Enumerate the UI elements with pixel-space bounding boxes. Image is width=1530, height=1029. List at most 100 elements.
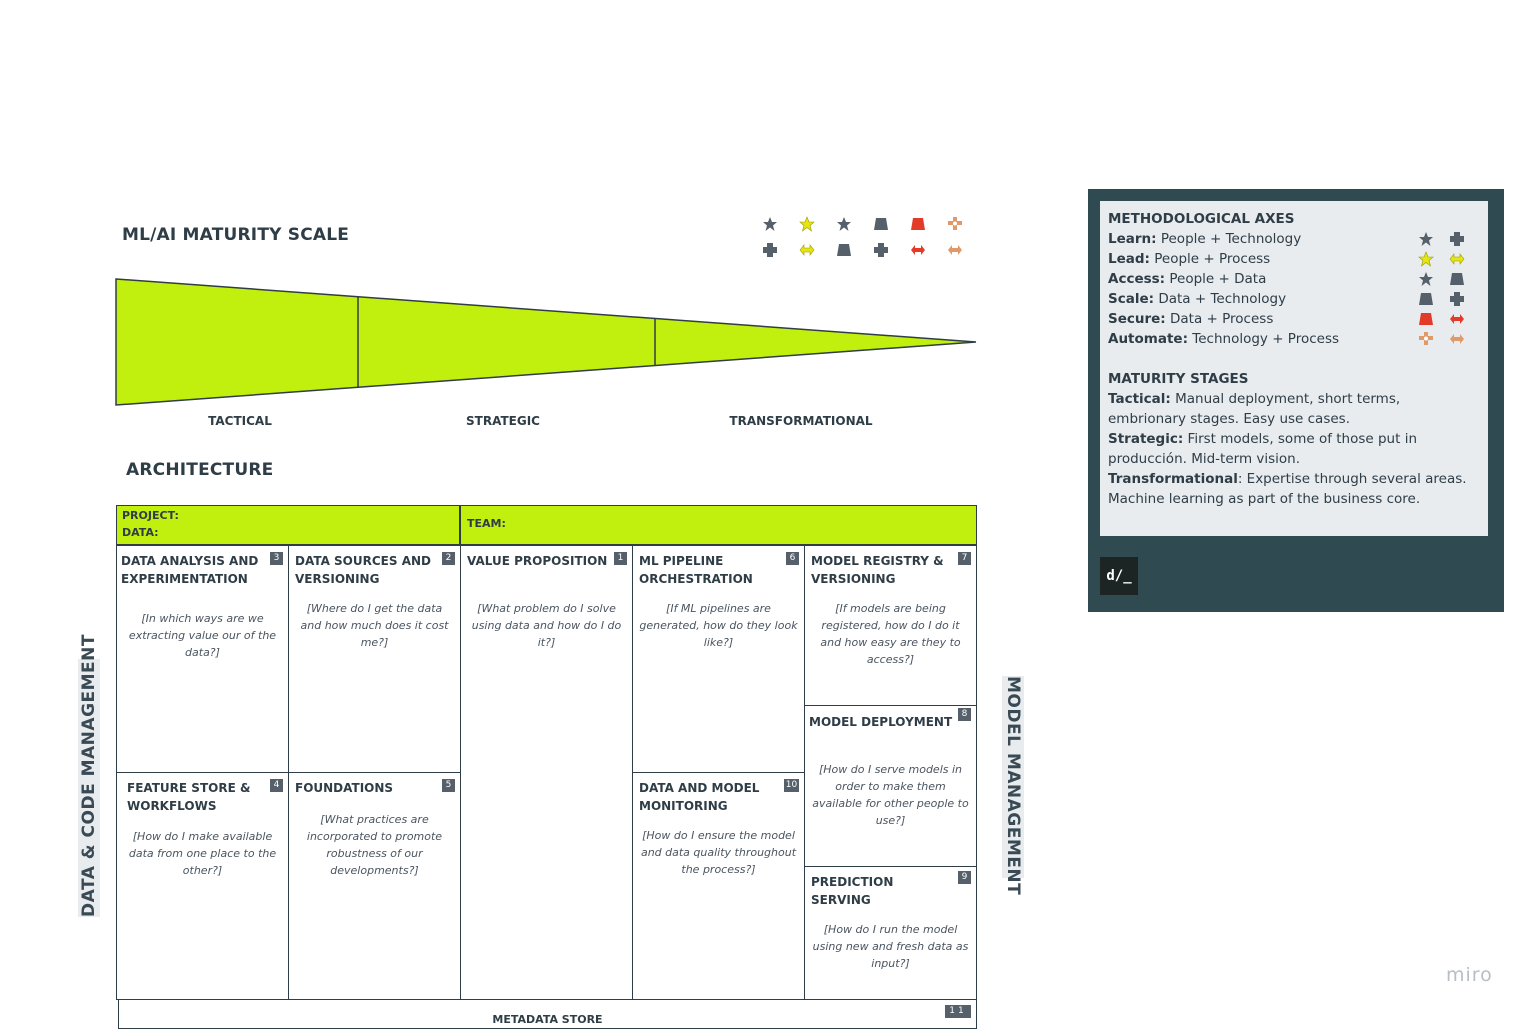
- star-icon: [837, 217, 851, 231]
- cell-value-proposition[interactable]: VALUE PROPOSITION 1 [What problem do I s…: [460, 545, 633, 1000]
- cell-prediction-serving[interactable]: PREDICTION SERVING 9 [How do I run the m…: [804, 866, 977, 1000]
- cell-question: [In which ways are we extracting value o…: [128, 612, 277, 659]
- star-icon: [1419, 232, 1433, 246]
- architecture-title: ARCHITECTURE: [126, 460, 274, 480]
- cell-title: FEATURE STORE & WORKFLOWS: [127, 781, 251, 813]
- cell-number: 10: [784, 779, 799, 792]
- info-panel-content: METHODOLOGICAL AXES Learn: People + Tech…: [1100, 201, 1488, 536]
- cell-title: MODEL REGISTRY & VERSIONING: [811, 554, 944, 586]
- stage-transformational-desc: Transformational: Expertise through seve…: [1108, 469, 1480, 509]
- cell-title: MODEL DEPLOYMENT: [809, 715, 953, 729]
- cell-question: [What practices are incorporated to prom…: [306, 813, 443, 877]
- gear-icon: [948, 217, 962, 230]
- cell-data-sources[interactable]: DATA SOURCES AND VERSIONING 2 [Where do …: [288, 545, 461, 773]
- star-icon: [799, 216, 815, 232]
- axis-row-secure: Secure: Data + Process: [1108, 309, 1480, 329]
- cell-number: 3: [270, 552, 283, 565]
- cell-number: 11: [945, 1005, 971, 1018]
- stage-name: Tactical:: [1108, 391, 1171, 407]
- side-label-data-code-management: DATA & CODE MANAGEMENT: [78, 634, 100, 917]
- axis-row-learn: Learn: People + Technology: [1108, 229, 1480, 249]
- cell-question: [If models are being registered, how do …: [820, 602, 961, 666]
- cross-icon: [1450, 232, 1464, 246]
- axis-desc: People + Data: [1169, 271, 1267, 287]
- axis-row-lead: Lead: People + Process: [1108, 249, 1480, 269]
- stage-desc: : Expertise through several areas. Machi…: [1108, 471, 1467, 507]
- cell-monitoring[interactable]: DATA AND MODEL MONITORING 10 [How do I e…: [632, 772, 805, 1000]
- team-header[interactable]: TEAM:: [460, 505, 977, 545]
- axis-desc: Technology + Process: [1192, 331, 1340, 347]
- cell-title: PREDICTION SERVING: [811, 875, 894, 907]
- trapezoid-icon: [874, 218, 888, 230]
- gear-icon: [1419, 332, 1433, 345]
- cell-title: VALUE PROPOSITION: [467, 554, 608, 568]
- cross-icon: [874, 243, 888, 257]
- axis-row-access: Access: People + Data: [1108, 269, 1480, 289]
- double-arrow-icon: [1449, 253, 1465, 265]
- cell-question: [How do I ensure the model and data qual…: [640, 829, 797, 876]
- cell-question: [How do I run the model using new and fr…: [812, 923, 969, 970]
- funnel-shape: [115, 278, 977, 406]
- axis-desc: Data + Technology: [1158, 291, 1287, 307]
- axis-desc: People + Technology: [1160, 231, 1302, 247]
- project-label: PROJECT:: [122, 509, 179, 522]
- cell-ml-pipeline[interactable]: ML PIPELINE ORCHESTRATION 6 [If ML pipel…: [632, 545, 805, 773]
- star-icon: [763, 217, 777, 231]
- cell-number: 5: [442, 779, 455, 792]
- double-arrow-icon: [799, 244, 815, 256]
- cross-icon: [763, 243, 777, 257]
- axis-name: Secure:: [1108, 311, 1166, 327]
- brand-logo: d/_: [1100, 557, 1138, 595]
- stage-desc: First models, some of those put in produ…: [1108, 431, 1418, 467]
- cell-question: [If ML pipelines are generated, how do t…: [639, 602, 798, 649]
- cell-metadata-store[interactable]: METADATA STORE 11: [118, 999, 977, 1029]
- stage-strategic: STRATEGIC: [466, 414, 540, 428]
- side-label-model-management: MODEL MANAGEMENT: [1002, 676, 1024, 896]
- project-header[interactable]: PROJECT: DATA:: [116, 505, 460, 545]
- double-arrow-icon: [1450, 334, 1464, 344]
- info-panel: METHODOLOGICAL AXES Learn: People + Tech…: [1088, 189, 1504, 612]
- axis-desc: People + Process: [1154, 251, 1271, 267]
- cell-data-analysis[interactable]: DATA ANALYSIS AND EXPERIMENTATION 3 [In …: [116, 545, 289, 773]
- cell-number: 8: [958, 708, 971, 721]
- axis-name: Scale:: [1108, 291, 1155, 307]
- axes-title: METHODOLOGICAL AXES: [1108, 211, 1295, 227]
- stage-tactical: TACTICAL: [208, 414, 272, 428]
- trapezoid-icon: [1419, 313, 1433, 325]
- data-label: DATA:: [122, 526, 159, 539]
- cell-question: [How do I serve models in order to make …: [812, 763, 969, 827]
- axis-name: Learn:: [1108, 231, 1157, 247]
- stage-name: Transformational: [1108, 471, 1238, 487]
- cell-title: DATA SOURCES AND VERSIONING: [295, 554, 431, 586]
- stage-desc: Manual deployment, short terms, embriona…: [1108, 391, 1401, 427]
- stage-tactical-desc: Tactical: Manual deployment, short terms…: [1108, 389, 1480, 429]
- stages-title: MATURITY STAGES: [1108, 371, 1249, 387]
- trapezoid-icon: [1450, 273, 1464, 285]
- star-icon: [1419, 272, 1433, 286]
- cell-model-deployment[interactable]: MODEL DEPLOYMENT 8 [How do I serve model…: [804, 705, 977, 867]
- cell-question: [What problem do I solve using data and …: [471, 602, 622, 649]
- axis-desc: Data + Process: [1170, 311, 1274, 327]
- stage-strategic-desc: Strategic: First models, some of those p…: [1108, 429, 1480, 469]
- cell-question: [Where do I get the data and how much do…: [300, 602, 449, 649]
- double-arrow-icon: [911, 245, 925, 255]
- axis-name: Automate:: [1108, 331, 1188, 347]
- double-arrow-icon: [948, 245, 962, 255]
- cell-foundations[interactable]: FOUNDATIONS 5 [What practices are incorp…: [288, 772, 461, 1000]
- stage-transformational: TRANSFORMATIONAL: [729, 414, 873, 428]
- cross-icon: [1450, 292, 1464, 306]
- trapezoid-icon: [837, 244, 851, 256]
- cell-feature-store[interactable]: FEATURE STORE & WORKFLOWS 4 [How do I ma…: [116, 772, 289, 1000]
- cell-number: 7: [958, 552, 971, 565]
- maturity-scale-title: ML/AI MATURITY SCALE: [122, 225, 350, 245]
- trapezoid-icon: [911, 218, 925, 230]
- cell-number: 6: [786, 552, 799, 565]
- cell-title: FOUNDATIONS: [295, 781, 394, 795]
- cell-title: DATA ANALYSIS AND EXPERIMENTATION: [121, 554, 259, 586]
- team-label: TEAM:: [467, 517, 506, 530]
- cell-model-registry[interactable]: MODEL REGISTRY & VERSIONING 7 [If models…: [804, 545, 977, 706]
- maturity-funnel: [115, 278, 977, 406]
- double-arrow-icon: [1450, 314, 1464, 324]
- axis-name: Access:: [1108, 271, 1166, 287]
- cell-question: [How do I make available data from one p…: [128, 830, 277, 877]
